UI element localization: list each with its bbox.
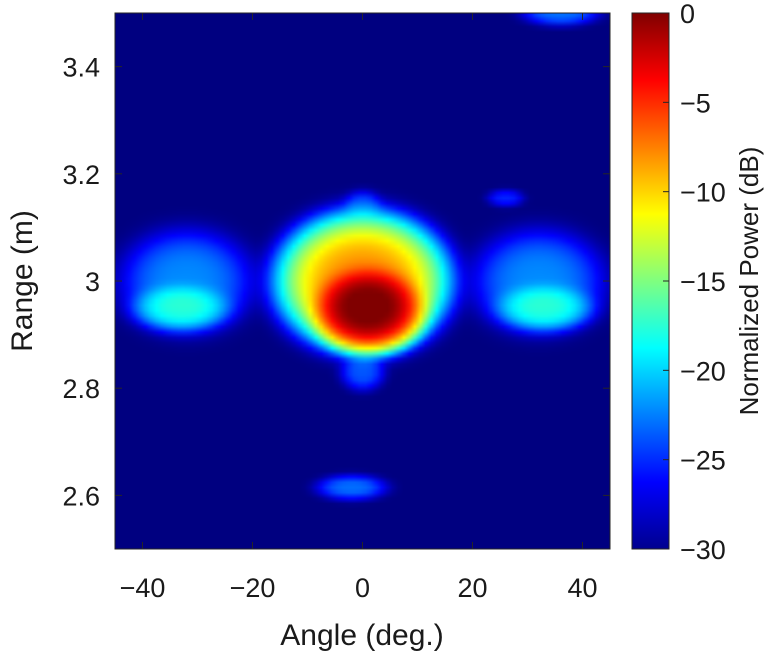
colorbar-tick-label: −15 <box>680 267 726 297</box>
x-tick-label: −20 <box>230 573 276 603</box>
y-tick-label: 3.4 <box>62 53 100 83</box>
colorbar-tick-label: −20 <box>680 356 726 386</box>
colorbar-label: Normalized Power (dB) <box>734 147 764 416</box>
y-tick-label: 3.2 <box>62 160 100 190</box>
plot-area <box>114 12 611 550</box>
x-tick-label: 0 <box>355 573 370 603</box>
x-tick-label: 20 <box>457 573 487 603</box>
y-tick-label: 2.6 <box>62 481 100 511</box>
x-tick-label: 40 <box>567 573 597 603</box>
colorbar-tick-label: 0 <box>680 0 695 29</box>
x-tick-label: −40 <box>120 573 166 603</box>
colorbar-ticks: 0 −5 −10 −15 −20 −25 −30 <box>663 0 726 565</box>
y-axis-label: Range (m) <box>6 210 39 352</box>
heatmap-image <box>115 13 610 549</box>
y-tick-label: 2.8 <box>62 374 100 404</box>
colorbar-tick-label: −30 <box>680 535 726 565</box>
y-axis: 2.6 2.8 3 3.2 3.4 <box>62 53 610 511</box>
x-axis-label: Angle (deg.) <box>280 619 443 652</box>
colorbar-tick-label: −10 <box>680 178 726 208</box>
colorbar-tick-label: −25 <box>680 446 726 476</box>
x-axis: −40 −20 0 20 40 <box>120 13 598 603</box>
y-tick-label: 3 <box>85 267 100 297</box>
colorbar: 0 −5 −10 −15 −20 −25 −30 Normalized Power (dB) <box>631 0 764 565</box>
colorbar-tick-label: −5 <box>680 88 711 118</box>
colorbar-gradient <box>631 12 670 550</box>
